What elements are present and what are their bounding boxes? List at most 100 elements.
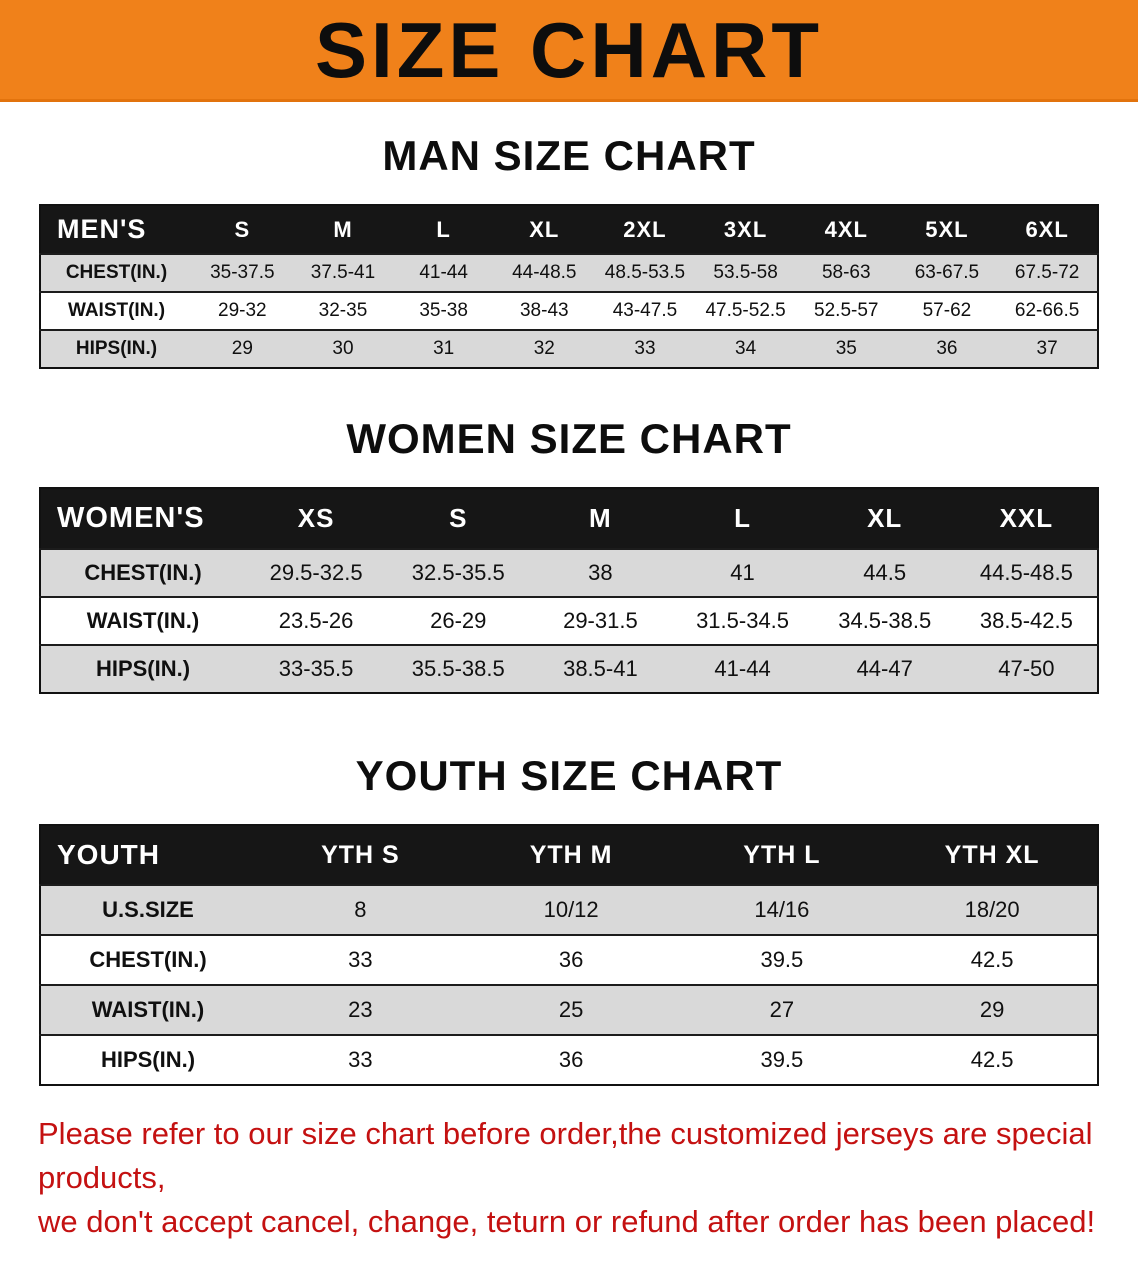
size-value-cell: 58-63 <box>795 253 897 292</box>
men-size-table: MEN'S S M L XL 2XL 3XL 4XL 5XL 6XL CHEST(IN.) 35-37… <box>39 204 1099 369</box>
youth-size-table: YOUTH YTH S YTH M YTH L YTH XL U.S.SIZE 8 10/12… <box>39 824 1099 1086</box>
size-header-cell: XS <box>245 488 388 549</box>
size-header-cell: 6XL <box>997 205 1098 254</box>
men-section-heading: MAN SIZE CHART <box>382 132 756 179</box>
size-value-cell: 41-44 <box>671 644 814 693</box>
row-label: WAIST(IN.) <box>40 596 245 645</box>
size-header-cell: 5XL <box>896 205 998 254</box>
size-value-cell: 38-43 <box>493 291 595 330</box>
row-label: HIPS(IN.) <box>40 644 245 693</box>
size-value-cell: 29-32 <box>192 291 293 330</box>
row-label: WAIST(IN.) <box>40 291 192 330</box>
women-size-section: WOMEN SIZE CHART WOMEN'S XS S M L XL XXL CHEST(… <box>0 415 1138 694</box>
size-value-cell: 10/12 <box>465 884 677 935</box>
size-value-cell: 37.5-41 <box>292 253 394 292</box>
size-value-cell: 35.5-38.5 <box>387 644 530 693</box>
women-size-table-grid: WOMEN'S XS S M L XL XXL CHEST(IN.) 29.5-32.5 32.5… <box>39 487 1099 694</box>
size-header-cell: M <box>529 488 672 549</box>
size-value-cell: 32.5-35.5 <box>387 548 530 597</box>
row-label: U.S.SIZE <box>40 884 255 935</box>
size-value-cell: 32-35 <box>292 291 394 330</box>
size-header-cell: 2XL <box>594 205 696 254</box>
size-value-cell: 25 <box>465 984 677 1035</box>
row-label: WAIST(IN.) <box>40 984 255 1035</box>
disclaimer-line-1: Please refer to our size chart before or… <box>38 1116 1093 1196</box>
women-size-table: WOMEN'S XS S M L XL XXL CHEST(IN.) 29.5-32.5 32.5… <box>39 487 1099 694</box>
size-value-cell: 33-35.5 <box>245 644 388 693</box>
table-row: CHEST(IN.) 29.5-32.5 32.5-35.5 38 41 44.5 44.5… <box>40 548 1098 597</box>
size-value-cell: 27 <box>676 984 888 1035</box>
size-value-cell: 44.5 <box>813 548 956 597</box>
size-value-cell: 67.5-72 <box>997 253 1098 292</box>
size-value-cell: 38 <box>529 548 672 597</box>
table-row: CHEST(IN.) 33 36 39.5 42.5 <box>40 934 1098 985</box>
table-row: CHEST(IN.) 35-37.5 37.5-41 41-44 44-48.5 48.5… <box>40 253 1098 292</box>
banner-title: SIZE CHART <box>315 5 823 94</box>
size-value-cell: 29 <box>887 984 1098 1035</box>
size-header-cell: M <box>292 205 394 254</box>
table-row: WAIST(IN.) 29-32 32-35 35-38 38-43 43-47.5 47.… <box>40 291 1098 330</box>
size-value-cell: 42.5 <box>887 1034 1098 1085</box>
size-value-cell: 18/20 <box>887 884 1098 935</box>
size-value-cell: 38.5-41 <box>529 644 672 693</box>
size-header-cell: 4XL <box>795 205 897 254</box>
size-value-cell: 14/16 <box>676 884 888 935</box>
size-value-cell: 41 <box>671 548 814 597</box>
size-value-cell: 29.5-32.5 <box>245 548 388 597</box>
men-size-section: MAN SIZE CHART MEN'S S M L XL 2XL 3XL 4XL 5XL 6XL… <box>0 132 1138 369</box>
disclaimer-line-2: we don't accept cancel, change, teturn o… <box>38 1204 1096 1240</box>
table-row: HIPS(IN.) 33 36 39.5 42.5 <box>40 1034 1098 1085</box>
size-header-cell: YTH S <box>255 825 466 885</box>
size-value-cell: 35-37.5 <box>192 253 293 292</box>
size-value-cell: 39.5 <box>676 1034 888 1085</box>
size-header-cell: YTH L <box>676 825 888 885</box>
women-section-heading: WOMEN SIZE CHART <box>346 415 792 462</box>
row-label: HIPS(IN.) <box>40 1034 255 1085</box>
size-value-cell: 29 <box>192 329 293 368</box>
size-value-cell: 43-47.5 <box>594 291 696 330</box>
size-value-cell: 8 <box>255 884 466 935</box>
size-value-cell: 48.5-53.5 <box>594 253 696 292</box>
table-row: HIPS(IN.) 29 30 31 32 33 34 35 36 37 <box>40 329 1098 368</box>
size-value-cell: 29-31.5 <box>529 596 672 645</box>
size-value-cell: 38.5-42.5 <box>955 596 1098 645</box>
size-header-cell: S <box>387 488 530 549</box>
size-value-cell: 23.5-26 <box>245 596 388 645</box>
size-value-cell: 35 <box>795 329 897 368</box>
size-value-cell: 35-38 <box>393 291 494 330</box>
size-value-cell: 36 <box>465 934 677 985</box>
size-header-cell: L <box>671 488 814 549</box>
size-header-cell: YTH XL <box>887 825 1098 885</box>
size-value-cell: 36 <box>896 329 998 368</box>
size-value-cell: 44-47 <box>813 644 956 693</box>
size-value-cell: 39.5 <box>676 934 888 985</box>
size-value-cell: 34.5-38.5 <box>813 596 956 645</box>
row-label: CHEST(IN.) <box>40 253 192 292</box>
table-row: HIPS(IN.) 33-35.5 35.5-38.5 38.5-41 41-44 44-… <box>40 644 1098 693</box>
size-value-cell: 30 <box>292 329 394 368</box>
size-header-cell: S <box>192 205 293 254</box>
size-value-cell: 62-66.5 <box>997 291 1098 330</box>
table-row: WAIST(IN.) 23.5-26 26-29 29-31.5 31.5-34.5 34… <box>40 596 1098 645</box>
size-value-cell: 32 <box>493 329 595 368</box>
size-value-cell: 33 <box>594 329 696 368</box>
row-label: CHEST(IN.) <box>40 934 255 985</box>
size-value-cell: 52.5-57 <box>795 291 897 330</box>
size-value-cell: 31 <box>393 329 494 368</box>
table-header-row: YOUTH YTH S YTH M YTH L YTH XL <box>40 825 1098 885</box>
size-header-cell: XL <box>493 205 595 254</box>
table-row: U.S.SIZE 8 10/12 14/16 18/20 <box>40 884 1098 935</box>
size-value-cell: 44.5-48.5 <box>955 548 1098 597</box>
size-header-cell: XL <box>813 488 956 549</box>
size-value-cell: 33 <box>255 1034 466 1085</box>
size-value-cell: 44-48.5 <box>493 253 595 292</box>
size-value-cell: 42.5 <box>887 934 1098 985</box>
youth-section-heading: YOUTH SIZE CHART <box>355 752 783 799</box>
size-value-cell: 63-67.5 <box>896 253 998 292</box>
size-header-cell: 3XL <box>695 205 796 254</box>
size-value-cell: 41-44 <box>393 253 494 292</box>
youth-size-section: YOUTH SIZE CHART YOUTH YTH S YTH M YTH L YTH… <box>0 752 1138 1086</box>
size-value-cell: 36 <box>465 1034 677 1085</box>
table-header-row: MEN'S S M L XL 2XL 3XL 4XL 5XL 6XL <box>40 205 1098 254</box>
size-value-cell: 31.5-34.5 <box>671 596 814 645</box>
